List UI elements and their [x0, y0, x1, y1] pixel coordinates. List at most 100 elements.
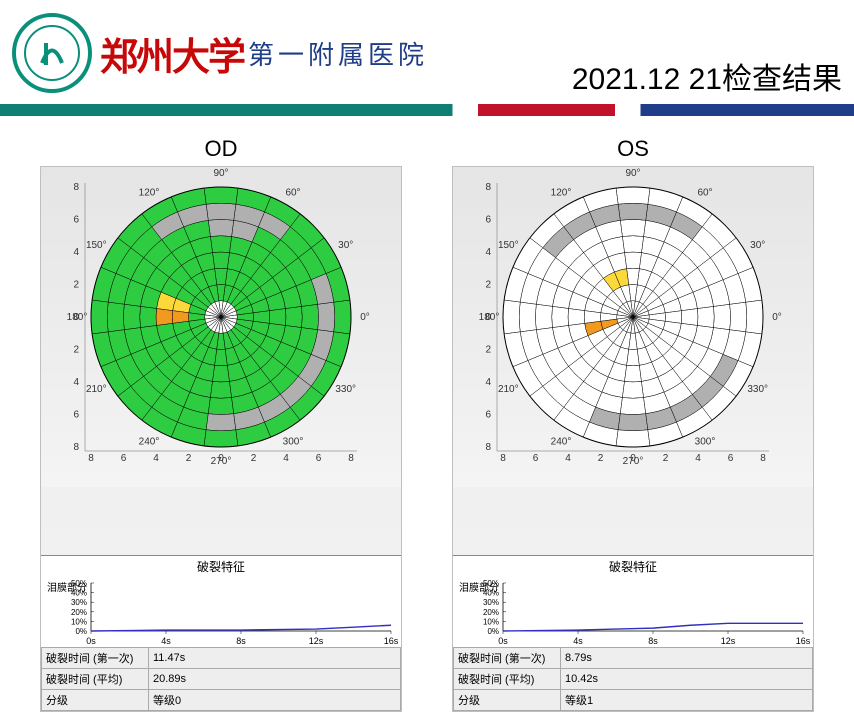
svg-text:10%: 10% [71, 617, 87, 626]
svg-text:20%: 20% [483, 608, 499, 617]
table-row: 破裂时间 (平均)20.89s [42, 669, 401, 690]
eye-title: OD [205, 136, 238, 162]
svg-text:30°: 30° [750, 240, 765, 251]
svg-text:泪膜部分: 泪膜部分 [459, 581, 499, 594]
svg-text:6: 6 [728, 453, 734, 464]
svg-text:0°: 0° [360, 312, 370, 323]
metric-label: 破裂时间 (平均) [454, 669, 561, 690]
brand-name-sub: 第一附属医院 [248, 35, 428, 72]
polar-chart: 0022224444666688880°30°60°90°120°150°180… [41, 167, 401, 487]
svg-text:120°: 120° [551, 187, 572, 198]
eye-column-od: OD 0022224444666688880°30°60°90°120°150°… [40, 136, 402, 712]
svg-text:6: 6 [73, 410, 79, 421]
svg-text:8s: 8s [236, 636, 246, 646]
eye-panel: 0022224444666688880°30°60°90°120°150°180… [452, 166, 814, 712]
metric-label: 分级 [42, 690, 149, 711]
breakup-line-chart: 破裂特征0%10%20%30%40%50%泪膜部分0s4s8s12s16s [453, 555, 813, 647]
svg-text:8: 8 [73, 442, 79, 453]
metric-value: 8.79s [561, 648, 813, 669]
line-chart-title: 破裂特征 [453, 556, 813, 577]
svg-text:8: 8 [485, 442, 491, 453]
svg-text:0s: 0s [498, 636, 508, 646]
svg-text:300°: 300° [695, 437, 716, 448]
svg-text:330°: 330° [335, 384, 356, 395]
svg-text:12s: 12s [309, 636, 324, 646]
panel-spacer [453, 487, 813, 555]
svg-text:泪膜部分: 泪膜部分 [47, 581, 87, 594]
eye-title: OS [617, 136, 649, 162]
metric-label: 破裂时间 (第一次) [42, 648, 149, 669]
svg-text:4: 4 [485, 247, 491, 258]
metric-value: 20.89s [149, 669, 401, 690]
svg-text:0s: 0s [86, 636, 96, 646]
metric-label: 破裂时间 (平均) [42, 669, 149, 690]
svg-text:6: 6 [485, 215, 491, 226]
eye-column-os: OS 0022224444666688880°30°60°90°120°150°… [452, 136, 814, 712]
svg-text:240°: 240° [139, 437, 160, 448]
svg-text:120°: 120° [139, 187, 160, 198]
report-date-title: 2021.12 21检查结果 [572, 54, 842, 98]
metric-label: 破裂时间 (第一次) [454, 648, 561, 669]
svg-text:4: 4 [565, 453, 571, 464]
svg-text:8: 8 [88, 453, 94, 464]
svg-text:8: 8 [760, 453, 766, 464]
svg-text:60°: 60° [285, 187, 300, 198]
charts-row: OD 0022224444666688880°30°60°90°120°150°… [0, 116, 854, 722]
svg-text:8: 8 [348, 453, 354, 464]
svg-text:4s: 4s [573, 636, 583, 646]
metric-value: 等级0 [149, 690, 401, 711]
svg-text:2: 2 [598, 453, 604, 464]
svg-text:12s: 12s [721, 636, 736, 646]
svg-text:60°: 60° [697, 187, 712, 198]
svg-text:20%: 20% [71, 608, 87, 617]
svg-text:150°: 150° [86, 240, 107, 251]
metrics-table: 破裂时间 (第一次)11.47s破裂时间 (平均)20.89s分级等级0 [41, 647, 401, 711]
table-row: 分级等级0 [42, 690, 401, 711]
svg-text:270°: 270° [211, 456, 232, 467]
svg-text:2: 2 [251, 453, 257, 464]
panel-spacer [41, 487, 401, 555]
metric-value: 10.42s [561, 669, 813, 690]
svg-text:90°: 90° [625, 168, 640, 179]
metric-value: 等级1 [561, 690, 813, 711]
polar-chart: 0022224444666688880°30°60°90°120°150°180… [453, 167, 813, 487]
metric-value: 11.47s [149, 648, 401, 669]
svg-text:210°: 210° [498, 384, 519, 395]
svg-text:2: 2 [73, 345, 79, 356]
svg-text:6: 6 [121, 453, 127, 464]
svg-text:4: 4 [73, 247, 79, 258]
svg-text:0%: 0% [487, 627, 499, 636]
svg-text:8: 8 [485, 182, 491, 193]
svg-text:270°: 270° [623, 456, 644, 467]
brand-name-cn: 郑州大学 [100, 26, 244, 81]
svg-text:10%: 10% [483, 617, 499, 626]
svg-text:6: 6 [73, 215, 79, 226]
hospital-logo [12, 13, 92, 93]
svg-text:4: 4 [73, 377, 79, 388]
svg-text:30°: 30° [338, 240, 353, 251]
svg-text:4: 4 [485, 377, 491, 388]
svg-text:6: 6 [485, 410, 491, 421]
svg-text:2: 2 [485, 280, 491, 291]
svg-text:16s: 16s [384, 636, 399, 646]
svg-text:0%: 0% [75, 627, 87, 636]
line-chart-title: 破裂特征 [41, 556, 401, 577]
table-row: 破裂时间 (平均)10.42s [454, 669, 813, 690]
svg-text:2: 2 [663, 453, 669, 464]
metric-label: 分级 [454, 690, 561, 711]
page-header: 郑州大学 第一附属医院 2021.12 21检查结果 [0, 0, 854, 98]
metrics-table: 破裂时间 (第一次)8.79s破裂时间 (平均)10.42s分级等级1 [453, 647, 813, 711]
svg-text:4s: 4s [161, 636, 171, 646]
svg-text:180°: 180° [479, 312, 500, 323]
svg-text:210°: 210° [86, 384, 107, 395]
header-stripe [0, 104, 854, 116]
svg-text:4: 4 [695, 453, 701, 464]
table-row: 破裂时间 (第一次)11.47s [42, 648, 401, 669]
svg-text:300°: 300° [283, 437, 304, 448]
svg-text:8: 8 [500, 453, 506, 464]
table-row: 分级等级1 [454, 690, 813, 711]
svg-text:150°: 150° [498, 240, 519, 251]
svg-text:0°: 0° [772, 312, 782, 323]
svg-text:2: 2 [186, 453, 192, 464]
svg-text:16s: 16s [796, 636, 811, 646]
